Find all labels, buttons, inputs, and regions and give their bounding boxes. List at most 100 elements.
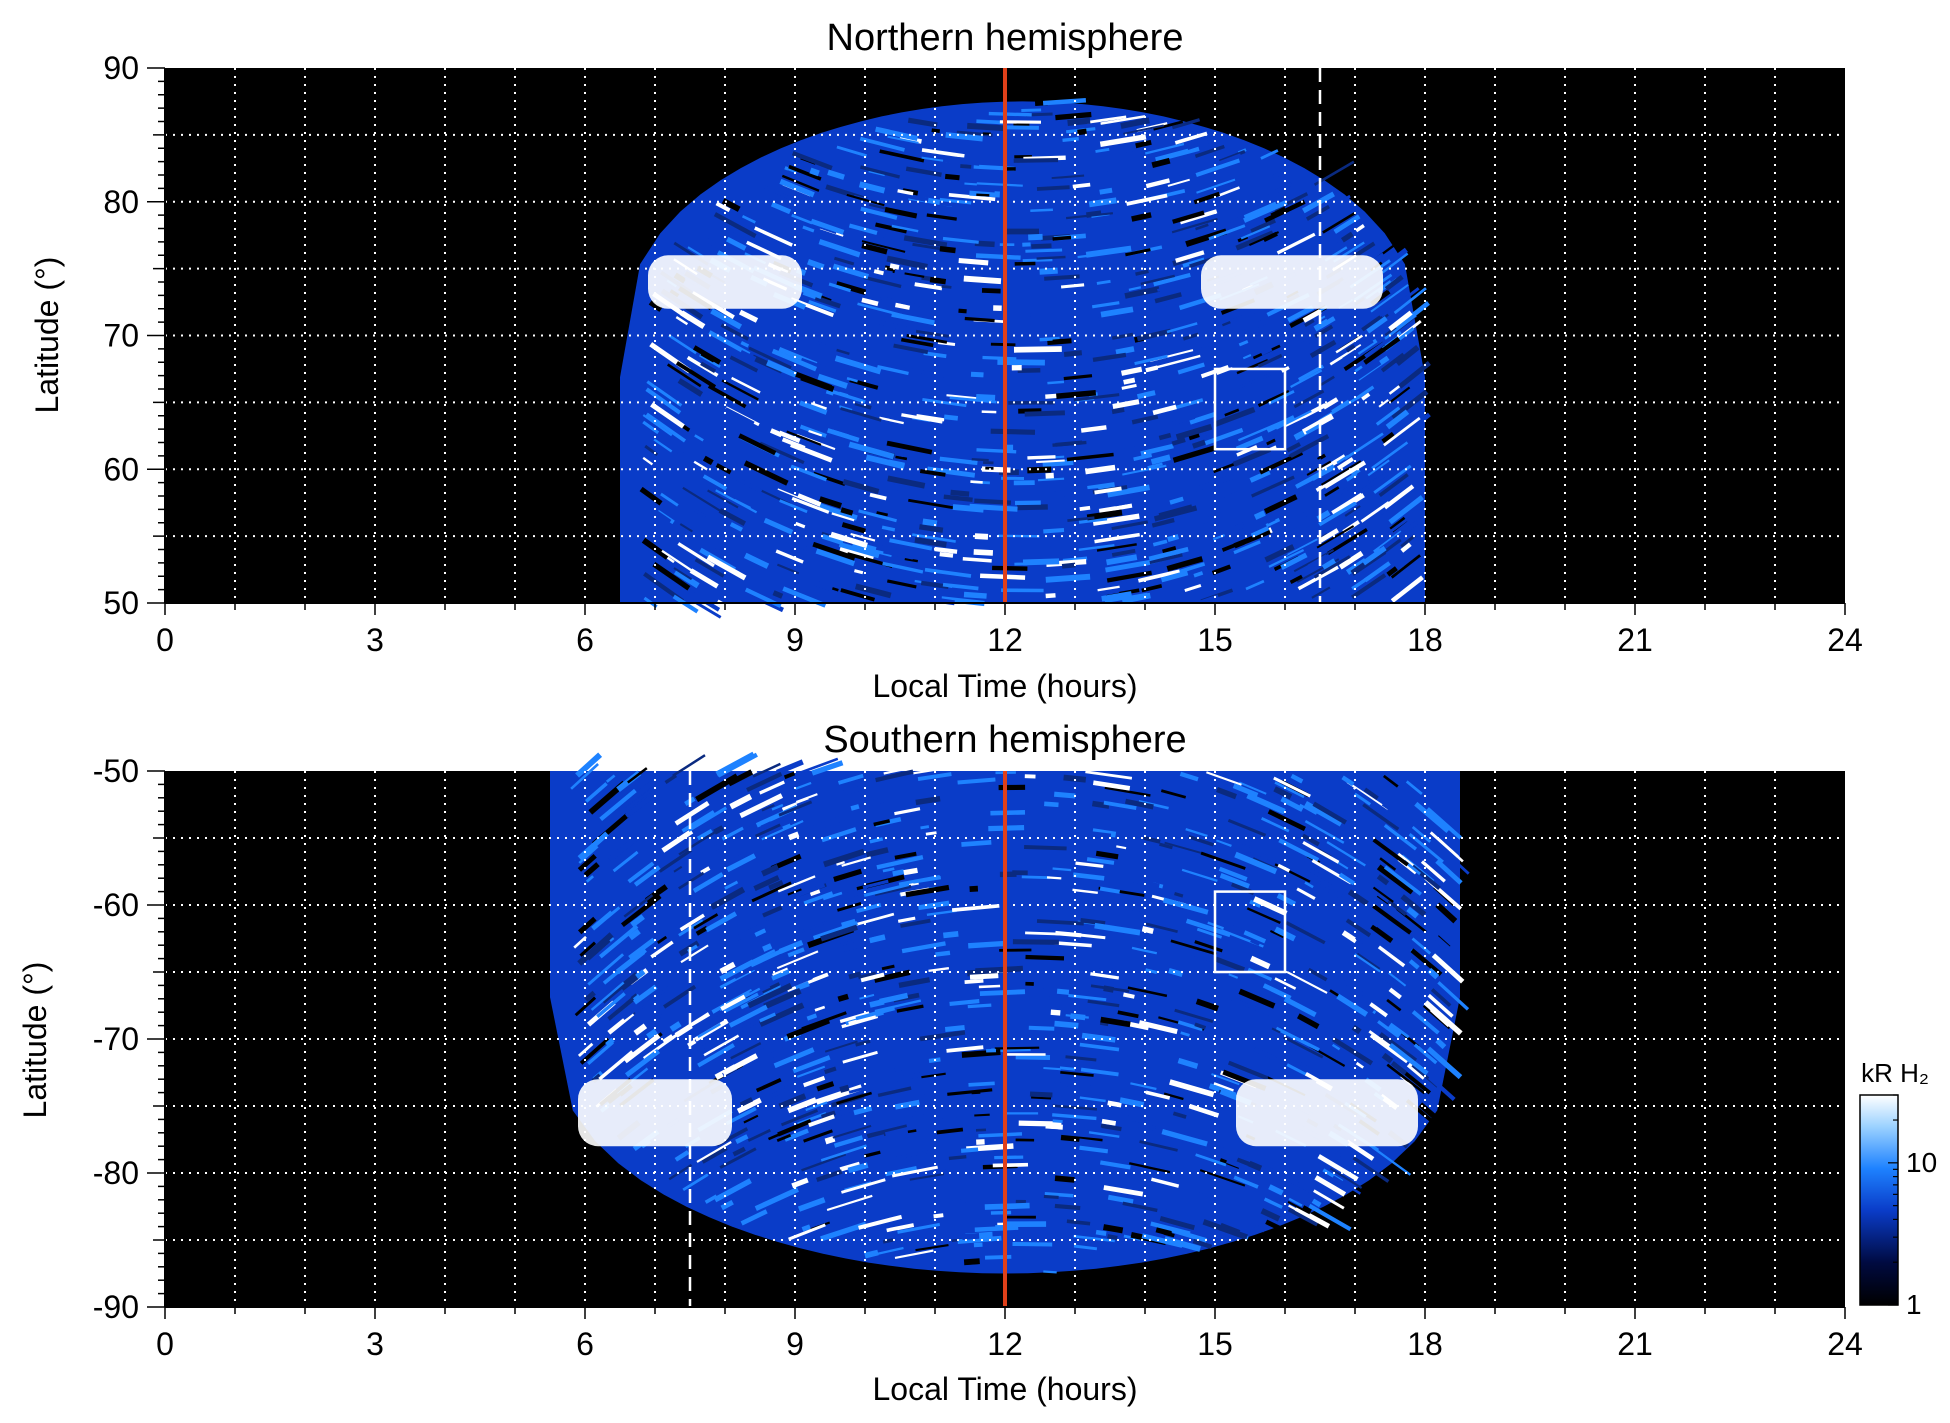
emission-streak	[1154, 292, 1182, 304]
emission-streak	[802, 225, 815, 233]
emission-streak	[1194, 940, 1223, 953]
emission-streak	[1242, 354, 1252, 360]
emission-streak	[894, 807, 921, 816]
emission-streak	[1408, 833, 1444, 864]
emission-streak	[648, 300, 663, 312]
emission-streak	[1229, 996, 1270, 1016]
emission-streak	[1318, 528, 1339, 543]
emission-streak	[1354, 937, 1364, 945]
emission-streak	[1111, 407, 1125, 415]
emission-streak	[939, 245, 956, 254]
emission-streak	[1386, 998, 1402, 1012]
emission-streak	[1091, 301, 1120, 309]
emission-streak	[933, 578, 978, 588]
emission-streak	[1078, 516, 1108, 524]
emission-streak	[1391, 978, 1403, 989]
x-tick-label: 6	[576, 622, 594, 658]
emission-streak	[889, 538, 933, 551]
emission-streak	[1372, 516, 1410, 546]
emission-streak	[1130, 1120, 1157, 1132]
emission-streak	[739, 1097, 754, 1107]
emission-streak	[791, 496, 830, 514]
emission-streak	[850, 532, 876, 542]
emission-streak	[1321, 558, 1337, 571]
emission-streak	[775, 759, 804, 775]
emission-streak	[1044, 801, 1059, 808]
emission-streak	[1325, 969, 1365, 996]
emission-streak	[1021, 875, 1050, 880]
emission-streak	[1078, 1138, 1109, 1148]
emission-streak	[1274, 1034, 1300, 1052]
emission-streak	[1395, 301, 1430, 331]
x-tick-label: 3	[366, 1326, 384, 1362]
emission-streak	[1367, 459, 1390, 477]
emission-streak	[1400, 542, 1412, 553]
emission-streak	[692, 345, 722, 365]
emission-streak	[1168, 415, 1196, 427]
emission-streak	[1200, 340, 1217, 349]
emission-streak	[1144, 142, 1185, 155]
emission-streak	[1262, 983, 1292, 1001]
emission-streak	[1377, 1017, 1402, 1039]
emission-streak	[791, 214, 813, 225]
emission-streak	[1315, 882, 1344, 901]
north-x-axis: 0 3 6 9 12 15 18 21 24	[156, 602, 1863, 658]
emission-streak	[915, 796, 941, 806]
emission-streak	[981, 288, 1001, 294]
emission-streak	[721, 379, 759, 401]
emission-streak	[1429, 1007, 1451, 1028]
south-x-axis-label: Local Time (hours)	[873, 1371, 1138, 1407]
emission-streak	[1187, 136, 1221, 151]
emission-streak	[1107, 1100, 1122, 1108]
emission-streak	[788, 164, 822, 181]
emission-streak	[779, 178, 815, 198]
emission-streak	[577, 916, 597, 935]
emission-streak	[929, 276, 947, 285]
emission-streak	[1313, 315, 1336, 332]
emission-streak	[754, 1187, 799, 1211]
emission-streak	[678, 871, 705, 890]
emission-streak	[668, 334, 697, 355]
emission-streak	[1342, 338, 1374, 362]
emission-streak	[1122, 1201, 1158, 1213]
emission-streak	[1052, 867, 1072, 872]
emission-streak	[1117, 577, 1134, 584]
emission-streak	[694, 434, 704, 442]
emission-streak	[848, 971, 862, 980]
emission-streak	[760, 821, 773, 830]
south-y-axis: -90 -80 -70 -60 -50	[93, 753, 166, 1325]
emission-streak	[1390, 427, 1412, 445]
emission-streak	[1243, 201, 1277, 219]
emission-streak	[1124, 286, 1160, 299]
emission-streak	[836, 145, 868, 158]
emission-streak	[1052, 235, 1072, 241]
emission-streak	[1179, 209, 1218, 225]
emission-streak	[958, 257, 989, 266]
south-panel: Southern hemisphere 0 3 6 9 12 15 18 21 24 -90 -8…	[17, 719, 1863, 1407]
emission-streak	[1042, 98, 1087, 106]
emission-streak	[1363, 787, 1379, 800]
emission-streak	[1320, 375, 1335, 386]
emission-streak	[1079, 1145, 1109, 1154]
emission-streak	[841, 522, 866, 534]
emission-streak	[862, 1028, 892, 1042]
emission-streak	[942, 156, 980, 166]
emission-streak	[1041, 485, 1061, 492]
emission-streak	[815, 340, 826, 347]
emission-streak	[584, 782, 608, 803]
emission-streak	[1213, 153, 1242, 167]
emission-streak	[721, 1053, 759, 1076]
emission-streak	[920, 1032, 966, 1042]
emission-streak	[799, 424, 827, 438]
emission-streak	[658, 848, 693, 873]
emission-streak	[808, 299, 837, 313]
emission-streak	[684, 1055, 721, 1080]
emission-streak	[1153, 272, 1191, 287]
emission-streak	[894, 302, 911, 310]
emission-streak	[1372, 904, 1412, 935]
emission-streak	[942, 930, 959, 939]
emission-streak	[952, 504, 984, 513]
emission-streak	[1024, 845, 1067, 851]
emission-streak	[933, 1213, 944, 1219]
emission-streak	[859, 136, 905, 152]
